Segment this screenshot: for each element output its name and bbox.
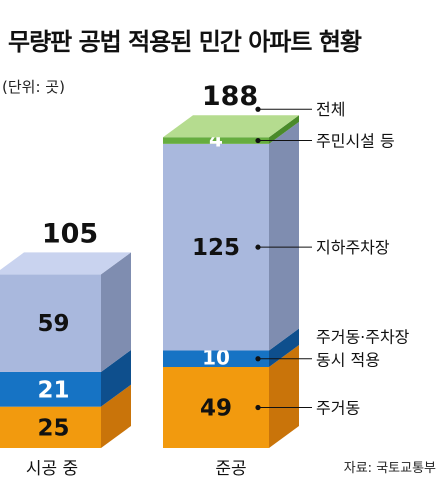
unit-label: (단위: 곳) [2,78,65,96]
category-label-completed: 준공 [215,459,246,479]
value-label-ongoing-parking: 59 [37,311,69,337]
total-label-completed: 188 [202,81,258,112]
bar-side-ongoing-parking [101,252,131,372]
bar-side-completed-parking [269,121,299,351]
bar-completed-amenity [163,137,269,144]
legend-both-label-line2: 동시 적용 [316,351,380,370]
legend-parking-label: 지하주차장 [316,238,390,257]
bar-side-completed-residential [269,345,299,448]
value-label-completed-residential: 49 [200,396,232,422]
legend-amenity-label: 주민시설 등 [316,132,395,151]
bar-top-ongoing [0,252,131,275]
value-label-ongoing-both: 21 [37,377,69,403]
chart-title: 무량판 공법 적용된 민간 아파트 현황 [8,28,362,56]
bar-ongoing-parking [0,274,101,372]
bar-side-completed-amenity [269,115,299,144]
bar-completed-both [163,350,269,368]
legend-residential-label: 주거동 [316,399,360,418]
bar-ongoing-residential [0,406,101,448]
bar-side-completed-both [269,328,299,368]
total-label-ongoing: 105 [42,218,98,249]
bar-completed-parking [163,143,269,351]
bar-completed-residential [163,367,269,448]
bar-side-ongoing-both [101,349,131,407]
bar-side-ongoing-residential [101,384,131,448]
category-label-ongoing: 시공 중 [26,459,78,479]
bar-top-completed [163,115,299,138]
bar-ongoing-both [0,371,101,407]
source-note: 자료: 국토교통부 [344,461,436,476]
legend-total-label: 전체 [316,100,345,119]
value-label-ongoing-residential: 25 [37,415,69,441]
legend-both-label-line1: 주거동·주차장 [316,328,410,347]
value-label-completed-parking: 125 [192,235,240,261]
